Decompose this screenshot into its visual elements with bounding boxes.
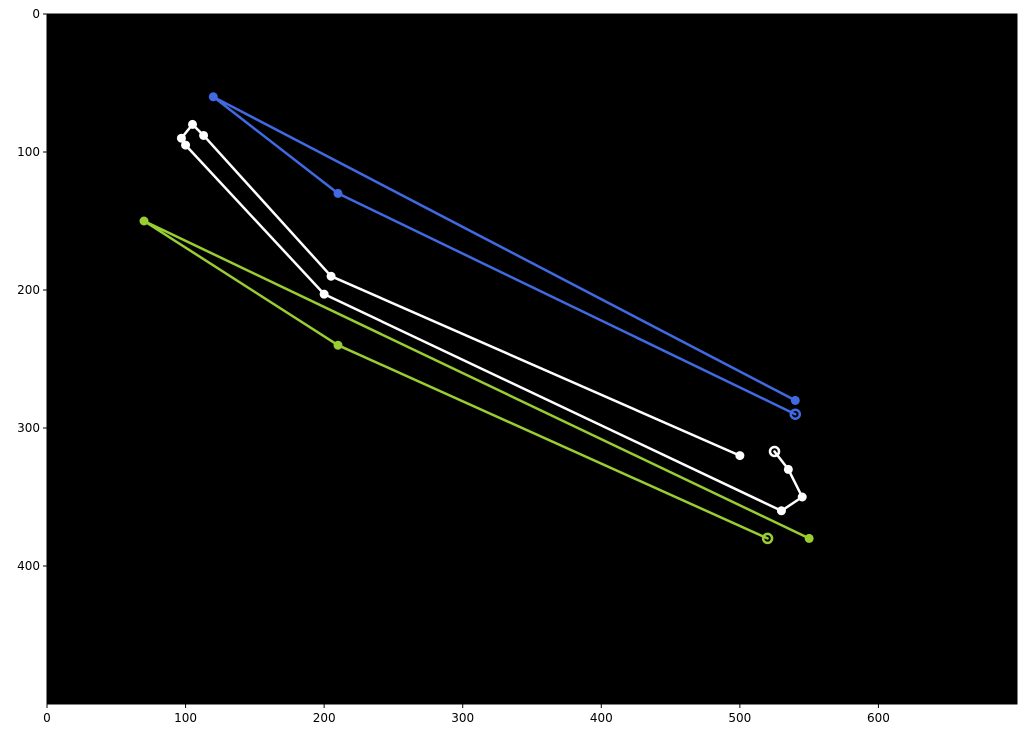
series-2 xyxy=(176,119,807,516)
x-tick-label: 200 xyxy=(313,711,336,725)
series-2-end-marker xyxy=(768,445,781,458)
series-1 xyxy=(208,92,802,420)
y-tick-label: 400 xyxy=(17,559,40,573)
x-tick-label: 400 xyxy=(590,711,613,725)
y-tick-label: 0 xyxy=(32,7,40,21)
series-3-end-marker xyxy=(761,532,774,545)
y-axis: 0 100 200 300 400 xyxy=(17,7,47,573)
series-2-point xyxy=(319,289,329,299)
series-1-line xyxy=(212,95,797,416)
series-2-point xyxy=(188,119,197,129)
series-2-point xyxy=(776,506,786,516)
series-layer xyxy=(139,92,814,545)
series-2-point xyxy=(783,464,793,474)
series-1-point xyxy=(790,395,800,405)
series-3-point xyxy=(333,340,343,350)
y-tick-label: 300 xyxy=(17,421,40,435)
series-2-point xyxy=(326,271,336,281)
series-2-point xyxy=(735,451,745,461)
series-1-point xyxy=(208,92,218,102)
series-3-point xyxy=(804,533,814,543)
x-axis: 0 100 200 300 400 500 600 xyxy=(43,704,890,725)
series-2-point xyxy=(176,133,186,143)
series-2-point xyxy=(181,140,191,150)
plot-background xyxy=(47,14,1017,704)
axes-frame xyxy=(46,13,1018,705)
series-3-point xyxy=(139,216,149,226)
x-tick-label: 300 xyxy=(451,711,474,725)
series-1-end-marker xyxy=(789,408,802,420)
series-2-point xyxy=(797,492,807,502)
y-tick-label: 200 xyxy=(17,283,40,297)
y-tick-label: 100 xyxy=(17,145,40,159)
x-tick-label: 500 xyxy=(728,711,751,725)
x-tick-label: 100 xyxy=(174,711,197,725)
series-3-line xyxy=(142,219,811,540)
x-tick-label: 600 xyxy=(867,711,890,725)
series-3 xyxy=(139,216,814,545)
series-1-point xyxy=(333,188,343,198)
series-2-point xyxy=(199,130,209,140)
x-tick-label: 0 xyxy=(43,711,51,725)
